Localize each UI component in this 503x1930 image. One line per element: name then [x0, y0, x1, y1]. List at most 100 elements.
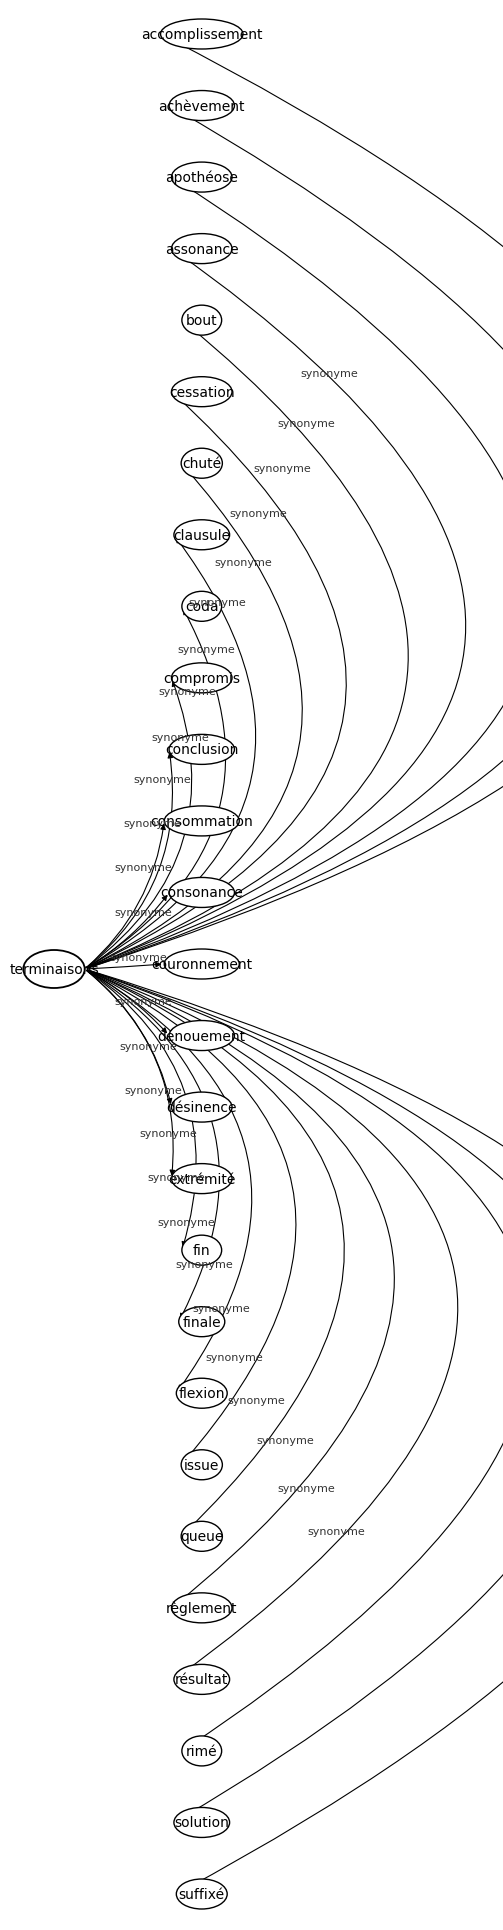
FancyArrowPatch shape: [87, 610, 226, 969]
Text: solution: solution: [175, 1816, 229, 1830]
Text: synonyme: synonyme: [307, 1527, 365, 1536]
FancyArrowPatch shape: [88, 971, 503, 1820]
FancyArrowPatch shape: [87, 755, 173, 967]
FancyArrowPatch shape: [87, 971, 296, 1463]
Text: flexion: flexion: [179, 1386, 225, 1401]
Text: synonyme: synonyme: [229, 510, 287, 519]
FancyArrowPatch shape: [87, 324, 408, 969]
Text: synonyme: synonyme: [115, 863, 173, 872]
Ellipse shape: [164, 807, 239, 836]
FancyArrowPatch shape: [87, 971, 219, 1318]
Ellipse shape: [160, 19, 243, 50]
FancyArrowPatch shape: [88, 108, 503, 969]
Ellipse shape: [182, 593, 222, 621]
Ellipse shape: [164, 950, 239, 980]
Text: consonance: consonance: [160, 886, 243, 899]
Ellipse shape: [182, 1235, 222, 1266]
Text: synonyme: synonyme: [158, 687, 216, 697]
FancyArrowPatch shape: [87, 971, 458, 1677]
FancyArrowPatch shape: [88, 963, 160, 969]
Ellipse shape: [172, 1092, 232, 1123]
Text: synonyme: synonyme: [151, 733, 209, 743]
FancyArrowPatch shape: [88, 179, 503, 969]
Ellipse shape: [172, 162, 232, 193]
Ellipse shape: [177, 1378, 227, 1409]
FancyArrowPatch shape: [88, 971, 503, 1749]
Text: coda: coda: [185, 600, 219, 614]
FancyArrowPatch shape: [87, 971, 196, 1247]
FancyArrowPatch shape: [87, 971, 175, 1175]
Ellipse shape: [181, 1521, 222, 1552]
Ellipse shape: [169, 735, 234, 764]
FancyArrowPatch shape: [87, 896, 166, 969]
Text: synonyme: synonyme: [257, 1436, 314, 1446]
Text: issue: issue: [184, 1457, 219, 1473]
Text: synonyme: synonyme: [193, 1303, 250, 1314]
Text: couronnement: couronnement: [151, 957, 253, 971]
Ellipse shape: [169, 878, 234, 907]
Text: compromis: compromis: [163, 672, 240, 685]
Text: règlement: règlement: [166, 1600, 237, 1615]
Ellipse shape: [169, 91, 234, 122]
Text: dénouement: dénouement: [158, 1029, 246, 1042]
Text: synonyme: synonyme: [277, 1484, 335, 1494]
Text: terminaisons: terminaisons: [9, 963, 99, 977]
Text: synonyme: synonyme: [134, 774, 191, 786]
Text: synonyme: synonyme: [114, 998, 172, 1007]
Text: synonyme: synonyme: [125, 1085, 182, 1096]
Text: suffixé: suffixé: [179, 1888, 225, 1901]
Text: consommation: consommation: [150, 814, 253, 828]
Ellipse shape: [169, 1021, 234, 1052]
Ellipse shape: [172, 234, 232, 264]
Text: fin: fin: [193, 1243, 211, 1258]
FancyArrowPatch shape: [87, 396, 346, 969]
Ellipse shape: [181, 450, 222, 479]
FancyArrowPatch shape: [87, 683, 192, 967]
Text: synonyme: synonyme: [189, 598, 246, 608]
Text: synonyme: synonyme: [205, 1351, 263, 1363]
Text: accomplissement: accomplissement: [141, 29, 263, 42]
Text: synonyme: synonyme: [119, 1040, 177, 1052]
Text: synonyme: synonyme: [115, 907, 172, 919]
Text: conclusion: conclusion: [165, 743, 238, 757]
Text: synonyme: synonyme: [124, 818, 182, 828]
Text: synonyme: synonyme: [139, 1127, 197, 1139]
FancyArrowPatch shape: [87, 538, 256, 969]
FancyArrowPatch shape: [87, 971, 172, 1104]
FancyArrowPatch shape: [87, 467, 302, 969]
Ellipse shape: [182, 1735, 222, 1766]
Text: clausule: clausule: [173, 529, 230, 542]
FancyArrowPatch shape: [88, 37, 503, 969]
FancyArrowPatch shape: [87, 971, 394, 1606]
FancyArrowPatch shape: [87, 251, 466, 969]
Text: bout: bout: [186, 315, 218, 328]
Text: queue: queue: [180, 1529, 223, 1544]
Text: chuté: chuté: [182, 457, 221, 471]
Text: extrémité: extrémité: [168, 1172, 235, 1187]
Ellipse shape: [181, 1449, 222, 1480]
Text: synonyme: synonyme: [178, 645, 235, 654]
Text: synonyme: synonyme: [278, 419, 336, 428]
Text: cessation: cessation: [169, 386, 234, 400]
FancyArrowPatch shape: [87, 971, 252, 1390]
Ellipse shape: [179, 1307, 225, 1337]
Ellipse shape: [182, 307, 222, 336]
Ellipse shape: [172, 1592, 232, 1623]
FancyArrowPatch shape: [87, 826, 165, 967]
Text: synonyme: synonyme: [176, 1260, 233, 1270]
Ellipse shape: [177, 1880, 227, 1909]
Text: synonyme: synonyme: [300, 369, 358, 378]
Text: synonyme: synonyme: [158, 1218, 216, 1227]
Ellipse shape: [174, 521, 229, 550]
Ellipse shape: [23, 950, 85, 988]
Ellipse shape: [172, 1164, 232, 1195]
Ellipse shape: [174, 1808, 229, 1837]
FancyArrowPatch shape: [87, 971, 166, 1033]
Text: synonyme: synonyme: [147, 1173, 205, 1183]
Ellipse shape: [172, 378, 232, 407]
FancyArrowPatch shape: [88, 971, 503, 1891]
Text: synonyme: synonyme: [254, 465, 311, 475]
Text: synonyme: synonyme: [110, 951, 167, 963]
Text: résultat: résultat: [175, 1673, 228, 1687]
Text: apothéose: apothéose: [165, 170, 238, 185]
